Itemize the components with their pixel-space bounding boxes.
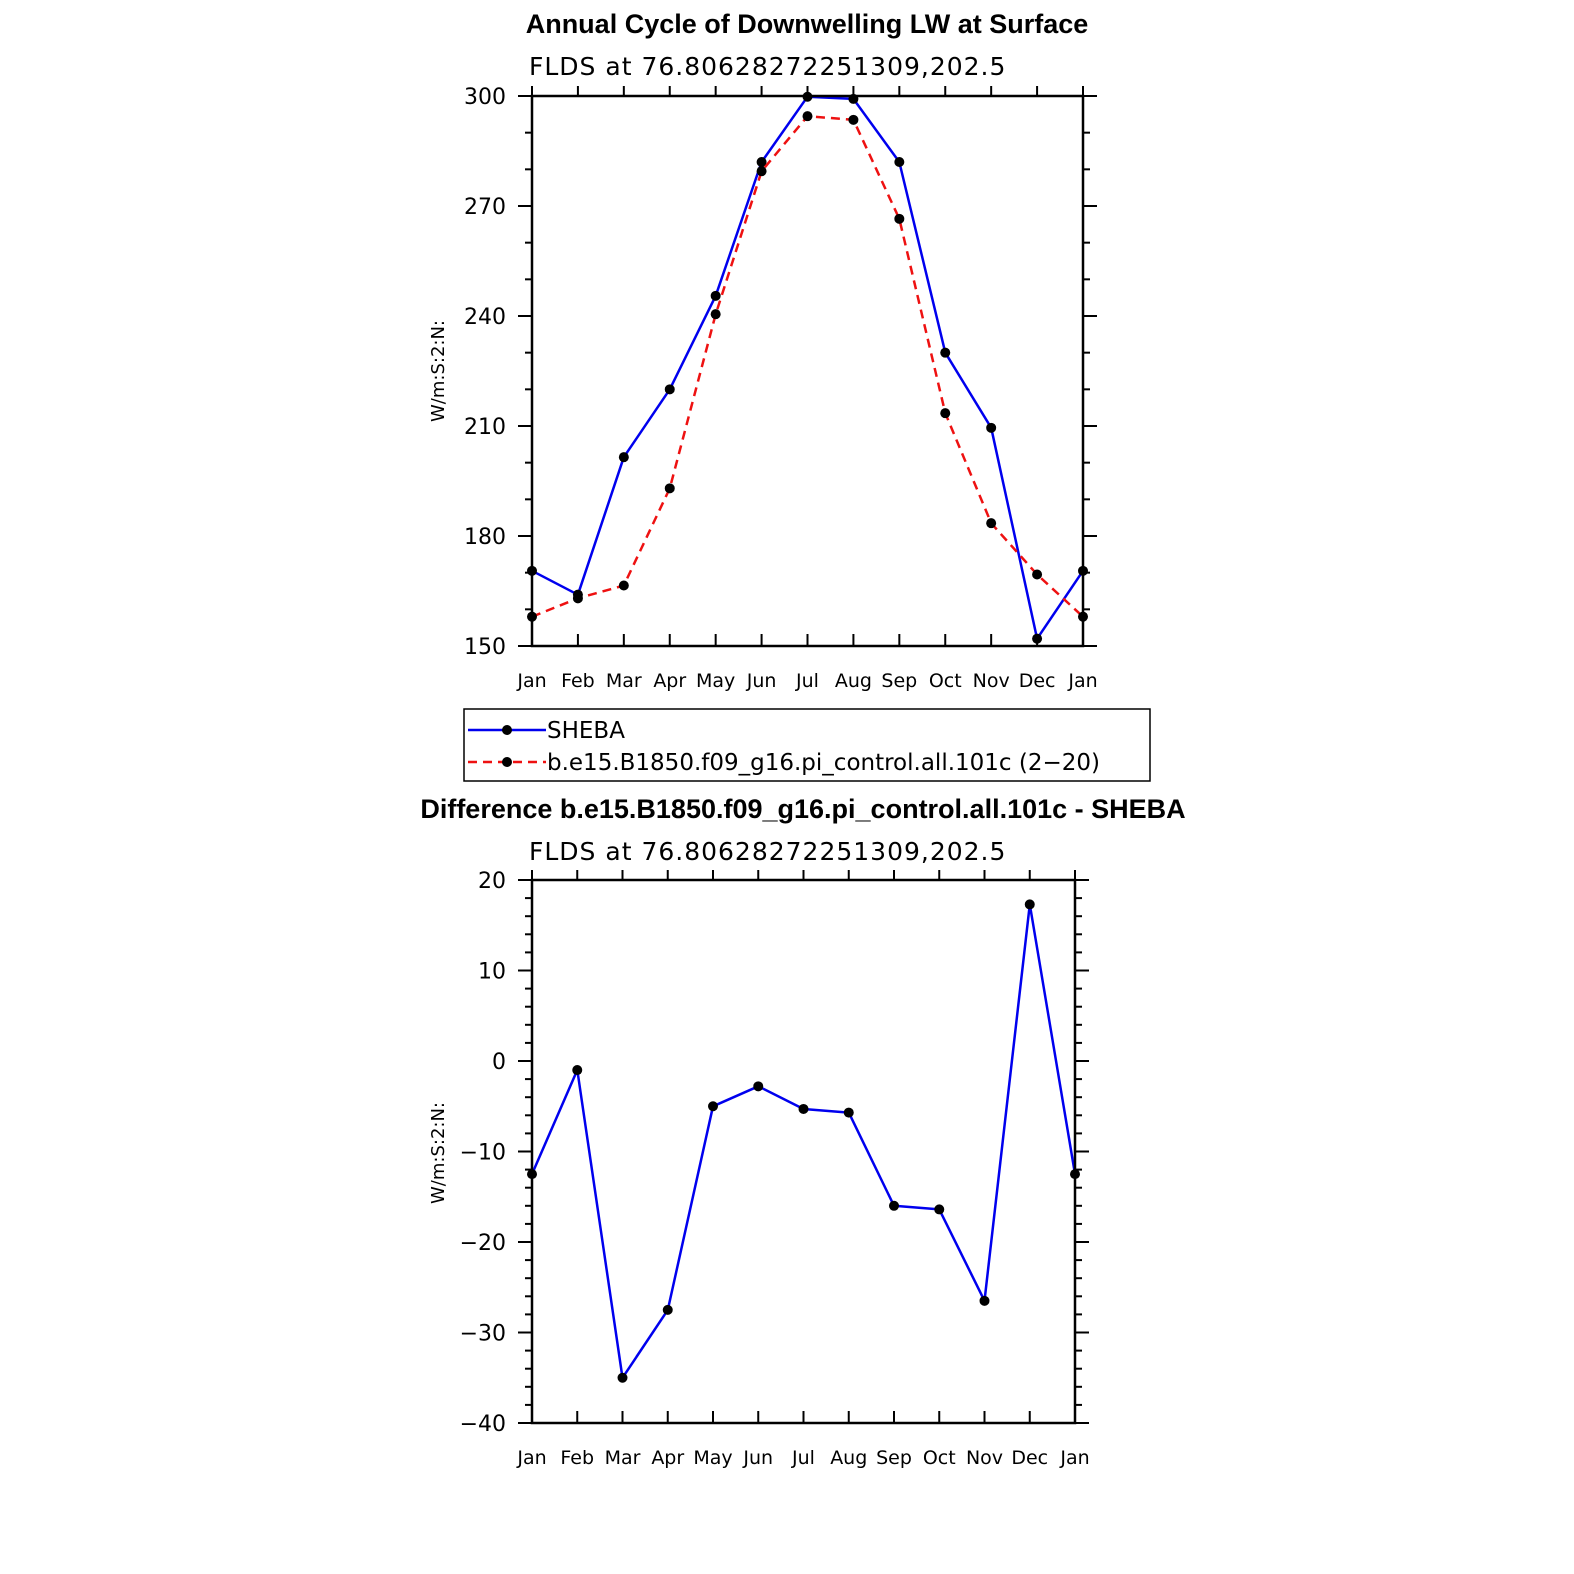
series-line-0 bbox=[530, 903, 1077, 1380]
x-tick-label: Jul bbox=[791, 1447, 815, 1469]
y-axis-label: W/m:S:2:N: bbox=[428, 320, 449, 422]
legend-label-model: b.e15.B1850.f09_g16.pi_control.all.101c … bbox=[547, 750, 1100, 776]
y-tick-label: 180 bbox=[464, 525, 506, 550]
y-axis-label: W/m:S:2:N: bbox=[428, 1102, 449, 1204]
data-point bbox=[710, 290, 721, 301]
x-tick-label: Jan bbox=[516, 670, 546, 692]
chart-subtitle: FLDS at 76.80628272251309,202.5 bbox=[529, 837, 1006, 866]
x-tick-label: Mar bbox=[606, 670, 642, 692]
annual-cycle-panel: Annual Cycle of Downwelling LW at Surfac… bbox=[428, 9, 1098, 692]
y-tick-label: 210 bbox=[464, 415, 506, 440]
y-tick-label: 300 bbox=[464, 85, 506, 110]
data-point bbox=[708, 1101, 718, 1112]
series-line-0 bbox=[531, 95, 1085, 640]
x-tick-label: Aug bbox=[835, 670, 872, 692]
x-tick-label: Jan bbox=[1059, 1447, 1089, 1469]
data-point bbox=[617, 1372, 628, 1383]
marks-group bbox=[527, 91, 1088, 644]
data-point bbox=[618, 452, 629, 463]
legend-box bbox=[463, 708, 1151, 782]
data-point bbox=[572, 593, 583, 604]
plot-frame bbox=[530, 878, 1077, 1425]
legend: SHEBA b.e15.B1850.f09_g16.pi_control.all… bbox=[463, 708, 1151, 782]
x-tick-label: Jan bbox=[516, 1447, 546, 1469]
difference-panel: Difference b.e15.B1850.f09_g16.pi_contro… bbox=[420, 794, 1185, 1469]
legend-label-sheba: SHEBA bbox=[547, 718, 625, 744]
x-tick-label: Nov bbox=[973, 670, 1010, 692]
x-tick-label: Oct bbox=[923, 1447, 956, 1469]
x-tick-label: Aug bbox=[830, 1447, 867, 1469]
data-point bbox=[894, 157, 905, 167]
data-point bbox=[889, 1200, 899, 1211]
data-point bbox=[986, 422, 997, 433]
data-point bbox=[979, 1295, 990, 1306]
series-line-1 bbox=[531, 114, 1084, 618]
data-point bbox=[664, 483, 675, 494]
marks-group bbox=[527, 899, 1080, 1383]
x-tick-label: Oct bbox=[929, 670, 962, 692]
x-tick-label: Dec bbox=[1011, 1447, 1048, 1469]
x-tick-label: Nov bbox=[966, 1447, 1003, 1469]
y-tick-label: 0 bbox=[492, 1050, 506, 1075]
data-point bbox=[934, 1204, 945, 1215]
y-tick-label: −10 bbox=[460, 1141, 506, 1166]
data-point bbox=[1024, 899, 1035, 910]
x-tick-label: Jun bbox=[746, 670, 777, 692]
chart-title: Annual Cycle of Downwelling LW at Surfac… bbox=[526, 9, 1089, 39]
plot-frame bbox=[530, 94, 1085, 648]
data-point bbox=[662, 1304, 673, 1315]
legend-marker-sheba bbox=[502, 725, 512, 735]
data-point bbox=[802, 111, 813, 122]
data-point bbox=[848, 114, 859, 125]
y-tick-label: 150 bbox=[464, 635, 506, 660]
data-point bbox=[940, 408, 951, 419]
y-tick-label: −30 bbox=[460, 1322, 506, 1347]
data-point bbox=[940, 347, 951, 358]
y-tick-label: 20 bbox=[478, 869, 506, 894]
ticks-group: Jan Feb Mar Apr May Jun Jul Aug Sep Oct Nov Dec Jan 1… bbox=[464, 85, 1098, 692]
data-point bbox=[798, 1103, 809, 1114]
data-point bbox=[753, 1081, 764, 1092]
x-tick-label: Sep bbox=[881, 670, 917, 692]
data-point bbox=[572, 1065, 583, 1076]
x-tick-label: Jan bbox=[1067, 670, 1097, 692]
data-point bbox=[894, 213, 905, 224]
x-tick-label: May bbox=[696, 670, 735, 692]
x-tick-label: Sep bbox=[876, 1447, 912, 1469]
y-tick-label: 10 bbox=[478, 960, 506, 985]
data-point bbox=[664, 384, 675, 395]
data-point bbox=[1032, 633, 1043, 644]
chart-title: Difference b.e15.B1850.f09_g16.pi_contro… bbox=[420, 794, 1185, 824]
x-tick-label: May bbox=[693, 1447, 732, 1469]
data-point bbox=[1032, 569, 1043, 580]
x-tick-label: Feb bbox=[560, 1447, 594, 1469]
x-tick-label: Apr bbox=[651, 1447, 684, 1469]
x-tick-label: Dec bbox=[1019, 670, 1056, 692]
x-tick-label: Jun bbox=[742, 1447, 773, 1469]
y-tick-label: 270 bbox=[464, 195, 506, 220]
data-point bbox=[710, 309, 721, 320]
data-point bbox=[756, 166, 767, 177]
y-tick-label: 240 bbox=[464, 305, 506, 330]
data-point bbox=[756, 157, 767, 167]
data-point bbox=[843, 1107, 854, 1118]
ticks-group: Jan Feb Mar Apr May Jun Jul Aug Sep Oct Nov Dec Jan−… bbox=[460, 869, 1090, 1469]
chart-subtitle: FLDS at 76.80628272251309,202.5 bbox=[529, 52, 1006, 81]
legend-marker-model bbox=[502, 757, 512, 767]
y-tick-label: −20 bbox=[460, 1231, 506, 1256]
data-point bbox=[986, 518, 997, 529]
data-point bbox=[618, 580, 629, 591]
x-tick-label: Jul bbox=[795, 670, 819, 692]
x-tick-label: Feb bbox=[561, 670, 595, 692]
x-tick-label: Mar bbox=[605, 1447, 641, 1469]
y-tick-label: −40 bbox=[460, 1412, 506, 1437]
x-tick-label: Apr bbox=[653, 670, 686, 692]
